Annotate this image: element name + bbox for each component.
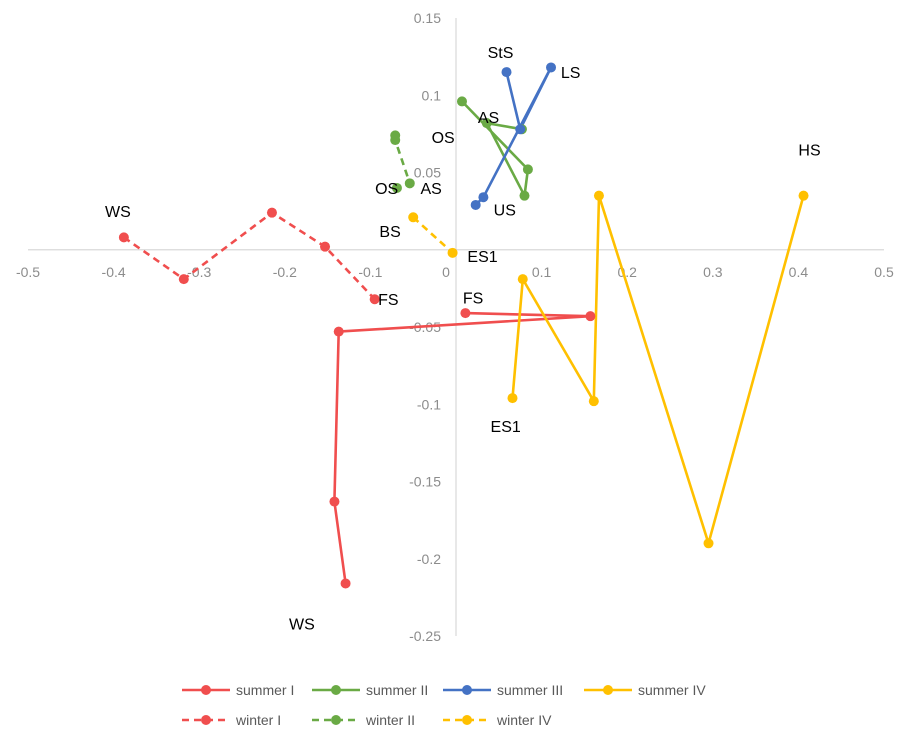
- legend-label: summer III: [497, 682, 563, 698]
- y-tick-label: -0.15: [409, 474, 441, 490]
- series-line-summer-i: [333, 311, 592, 584]
- series-line-summer-iii: [474, 66, 553, 206]
- x-tick-label: 0: [442, 264, 450, 280]
- data-point-summer-iv: [517, 274, 528, 285]
- point-label: US: [494, 203, 516, 220]
- legend-item-winter-ii: winter II: [312, 712, 415, 728]
- data-point-winter-ii: [404, 178, 415, 189]
- legend-label: winter II: [365, 712, 415, 728]
- series-lines: [123, 66, 805, 584]
- point-label: HS: [798, 142, 820, 159]
- point-label: AS: [478, 110, 499, 127]
- data-point-summer-ii: [456, 96, 467, 107]
- legend-label: summer I: [236, 682, 294, 698]
- legend-swatch-marker: [331, 685, 341, 695]
- data-point-winter-i: [178, 274, 189, 285]
- point-label: ES1: [491, 419, 521, 436]
- point-label: FS: [378, 292, 398, 309]
- legend: summer I summer II summer III summer IV wint…: [182, 682, 706, 728]
- y-tick-label: -0.25: [409, 628, 441, 644]
- data-point-summer-iii: [546, 62, 557, 73]
- point-label: WS: [289, 617, 315, 634]
- data-point-winter-i: [118, 232, 129, 243]
- x-tick-labels: -0.5 -0.4 -0.3 -0.2 -0.1 0 0.1 0.2 0.3 0.4 0.5: [16, 264, 894, 280]
- x-tick-label: -0.4: [102, 264, 126, 280]
- series-line-winter-i: [123, 211, 376, 301]
- data-point-winter-i: [320, 241, 331, 252]
- x-tick-label: 0.5: [874, 264, 894, 280]
- legend-swatch-marker: [462, 685, 472, 695]
- data-point-summer-iii: [478, 192, 489, 203]
- data-point-summer-iv: [507, 393, 518, 404]
- data-point-summer-i: [585, 311, 596, 322]
- point-label: BS: [379, 224, 400, 241]
- axes: [28, 18, 884, 636]
- legend-item-summer-ii: summer II: [312, 682, 428, 698]
- data-point-summer-iii: [515, 124, 526, 135]
- point-label: StS: [488, 45, 514, 62]
- y-tick-label: -0.2: [417, 551, 441, 567]
- x-tick-label: -0.1: [358, 264, 382, 280]
- x-tick-label: 0.4: [789, 264, 809, 280]
- x-tick-label: -0.2: [273, 264, 297, 280]
- legend-label: summer IV: [638, 682, 706, 698]
- x-tick-label: -0.5: [16, 264, 40, 280]
- data-point-summer-i: [340, 578, 351, 589]
- data-point-summer-i: [333, 326, 344, 337]
- point-label: LS: [561, 65, 581, 82]
- x-tick-label: -0.3: [187, 264, 211, 280]
- data-point-summer-iii: [470, 199, 481, 210]
- series-line-summer-iv: [511, 194, 805, 545]
- y-tick-label: 0.15: [414, 10, 441, 26]
- x-tick-label: 0.1: [532, 264, 552, 280]
- data-point-summer-ii: [519, 190, 530, 201]
- legend-label: summer II: [366, 682, 428, 698]
- x-tick-label: 0.3: [703, 264, 723, 280]
- point-label: ES1: [467, 249, 497, 266]
- data-point-summer-ii: [481, 118, 492, 129]
- data-point-summer-iv: [703, 538, 714, 549]
- legend-item-winter-iv: winter IV: [443, 712, 552, 728]
- point-label: FS: [463, 291, 483, 308]
- point-label: AS: [421, 181, 442, 198]
- data-point-winter-i: [369, 294, 380, 305]
- legend-swatch-marker: [201, 715, 211, 725]
- data-point-winter-iv: [447, 247, 458, 258]
- data-point-summer-i: [460, 308, 471, 319]
- legend-item-summer-i: summer I: [182, 682, 294, 698]
- legend-swatch-marker: [331, 715, 341, 725]
- series-points: [118, 62, 809, 589]
- y-tick-label: -0.1: [417, 396, 441, 412]
- series-line-winter-iv: [412, 216, 454, 254]
- legend-label: winter I: [235, 712, 281, 728]
- legend-label: winter IV: [496, 712, 552, 728]
- point-labels: WS FS OS AS BS ES1 FS OS AS StS LS US HS ES1 WS: [105, 45, 821, 634]
- data-point-summer-iv: [588, 396, 599, 407]
- data-point-winter-ii: [391, 182, 402, 193]
- data-point-winter-ii: [390, 135, 401, 146]
- y-tick-label: 0.05: [414, 165, 441, 181]
- legend-item-summer-iii: summer III: [443, 682, 563, 698]
- data-point-winter-iv: [408, 212, 419, 223]
- y-tick-labels: 0.150.10.05-0.05-0.1-0.15-0.2-0.25: [409, 10, 441, 644]
- legend-item-winter-i: winter I: [182, 712, 281, 728]
- data-point-summer-iv: [593, 190, 604, 201]
- y-tick-label: 0.1: [422, 87, 442, 103]
- data-point-summer-i: [329, 496, 340, 507]
- data-point-winter-i: [266, 207, 277, 218]
- legend-swatch-marker: [462, 715, 472, 725]
- legend-item-summer-iv: summer IV: [584, 682, 706, 698]
- data-point-summer-ii: [522, 164, 533, 175]
- data-point-summer-iii: [501, 67, 512, 78]
- data-point-summer-iv: [798, 190, 809, 201]
- point-label: OS: [432, 130, 455, 147]
- point-label: OS: [375, 181, 398, 198]
- point-label: WS: [105, 204, 131, 221]
- legend-swatch-marker: [201, 685, 211, 695]
- legend-swatch-marker: [603, 685, 613, 695]
